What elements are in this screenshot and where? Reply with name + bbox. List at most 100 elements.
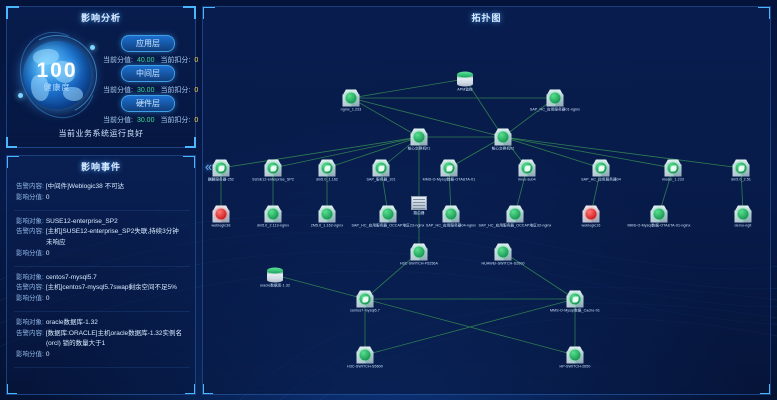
- topology-node-label: SAP_HC_应用服务器01-nginx: [529, 107, 581, 112]
- score-key: 当前分值:: [103, 117, 133, 124]
- layer-name-badge: 应用层: [121, 35, 175, 52]
- deduct-value: 0: [194, 87, 199, 94]
- topology-link: [364, 251, 420, 300]
- topology-node-model1233[interactable]: model_1.233: [662, 159, 684, 182]
- server-icon: [732, 159, 750, 177]
- health-gauge: 100 健康度: [6, 20, 109, 130]
- server-icon: [342, 89, 360, 107]
- server-icon: [442, 205, 460, 223]
- server-icon: [734, 205, 752, 223]
- event-object-label: 影响对象:: [16, 217, 44, 225]
- topology-node-label: APM监控: [457, 87, 473, 92]
- topology-node-sw-c1[interactable]: 核心交换机01: [408, 128, 430, 151]
- topology-node-demongx[interactable]: demo-ngit: [734, 205, 752, 228]
- topology-node-oracle132[interactable]: oracle数据库-1.32: [260, 267, 290, 288]
- topology-node-hp2650[interactable]: HP-SWITCH-2650: [560, 346, 590, 369]
- event-alarm-row: 告警内容: [主机]centos7-mysql5.7swap剩余空间不足5%: [16, 283, 188, 293]
- event-alarm-label: 告警内容:: [16, 329, 44, 337]
- server-icon: [264, 159, 282, 177]
- topology-link: [274, 274, 366, 300]
- event-item[interactable]: 告警内容: [中间件]Weblogic38 不可达 影响分值: 0: [14, 176, 190, 211]
- event-item[interactable]: 影响对象: SUSE12-enterprise_SP2 告警内容: [主机]SU…: [14, 211, 190, 267]
- topology-node-apm[interactable]: APM监控: [457, 71, 473, 92]
- event-score-value: 0: [45, 351, 50, 358]
- topology-node-weblogic16[interactable]: weblogic16: [582, 205, 600, 228]
- event-alarm-value: [数据库:ORACLE]主机oracle数据库-1.32实例名: [45, 329, 182, 337]
- event-item[interactable]: 影响对象: oracle数据库-1.32 告警内容: [数据库:ORACLE]主…: [14, 312, 190, 368]
- network-switch-icon: [410, 243, 428, 261]
- topology-link: [350, 97, 504, 138]
- event-item[interactable]: 影响对象: centos7-mysql5.7 告警内容: [主机]centos7…: [14, 267, 190, 312]
- topology-node-huaweis[interactable]: HUAWEI-SWITCH-S2600: [481, 243, 524, 266]
- topology-node-swstack[interactable]: 路由器: [411, 196, 427, 215]
- layer-name-badge: 中间层: [121, 65, 175, 82]
- collapse-sidebar-icon[interactable]: «: [205, 159, 213, 174]
- topology-canvas[interactable]: APM监控 nginx_1.233 SAP_HC_应用服务器01-nginx 核…: [203, 7, 770, 394]
- topology-node-sw-c2[interactable]: 核心交换机02: [492, 128, 514, 151]
- event-score-label: 影响分值:: [16, 249, 44, 257]
- event-object-value: centos7-mysql5.7: [45, 273, 97, 281]
- topology-node-sap101[interactable]: SAP_服务器_101: [366, 159, 395, 182]
- database-icon: [457, 71, 473, 87]
- score-value: 30.00: [136, 87, 155, 94]
- deduct-value: 0: [194, 117, 199, 124]
- server-icon: [318, 205, 336, 223]
- event-score-row: 影响分值: 0: [16, 350, 188, 360]
- event-alarm-label: 告警内容:: [16, 284, 44, 292]
- event-object-label: 影响对象:: [16, 273, 44, 281]
- deduct-key: 当前扣分:: [160, 57, 191, 64]
- topology-node-label: SAP_HC_应用服务器_OCCAP地区23-nginx: [351, 223, 425, 228]
- topology-node-label: linux-sub4: [518, 177, 536, 182]
- topology-node-linuxsub[interactable]: linux-sub4: [518, 159, 536, 182]
- topology-node-label: dm5.0_2.113-nginx: [256, 223, 290, 228]
- server-icon: [592, 159, 610, 177]
- event-alarm-cont-row: (orcl) 锁的数量大于1: [16, 339, 188, 349]
- topology-node-nginx1233[interactable]: nginx_1.233: [341, 89, 361, 112]
- topology-node-saphc04[interactable]: SAP_HC_应用服务器04: [581, 159, 621, 182]
- database-icon: [267, 267, 283, 283]
- topology-node-label: SUSE12-enterprise_SP2: [252, 177, 294, 182]
- layer-metrics: 当前分值: 30.00 当前扣分: 0: [103, 115, 198, 125]
- server-icon: [372, 159, 390, 177]
- topology-node-mmsotan[interactable]: MMS-O-Mysql数据-OTA&TA-01-nginx: [627, 205, 690, 228]
- topology-node-h3cs5600[interactable]: H3C-SWITCH-S5600: [347, 346, 383, 369]
- layer-application: 应用层 当前分值: 40.00 当前扣分: 0: [103, 35, 198, 65]
- impact-analysis-title: 影响分析: [80, 13, 121, 23]
- topology-node-dm1162n[interactable]: 2M5.0_1.162-nginx: [311, 205, 343, 228]
- event-alarm-row: 告警内容: [中间件]Weblogic38 不可达: [16, 182, 188, 192]
- topology-node-label: SAP_HC_应用服务器04: [581, 177, 621, 182]
- server-icon: [264, 205, 282, 223]
- topology-node-kylin252[interactable]: 麒麟服务器-252: [208, 159, 234, 182]
- topology-node-dm1162[interactable]: dm5.0_1.162: [316, 159, 338, 182]
- network-switch-icon: [566, 346, 584, 364]
- topology-node-dm2113[interactable]: dm5.0_2.113-nginx: [257, 205, 289, 228]
- topology-node-mmscache[interactable]: MMS-O-Mysql数据_Cache-01: [550, 290, 600, 313]
- event-object-value: oracle数据库-1.32: [45, 318, 98, 326]
- event-alarm-label: 告警内容:: [16, 228, 44, 236]
- event-alarm-label: 告警内容:: [16, 183, 44, 190]
- topology-node-sapocc2[interactable]: SAP_HC_应用服务器_OCCAP地区32-nginx: [479, 205, 551, 228]
- topology-node-centos7[interactable]: centos7-mysql5.7: [350, 290, 380, 313]
- server-icon: [518, 159, 536, 177]
- topology-node-h3cf5256[interactable]: H3C-SWITCH-F5256A: [400, 243, 438, 266]
- topology-node-saphc04n[interactable]: SAP_HC_应用服务器04-nginx: [426, 205, 476, 228]
- impact-events-list[interactable]: 告警内容: [中间件]Weblogic38 不可达 影响分值: 0 影响对象: …: [14, 176, 190, 390]
- impact-summary-text: 当前业务系统运行良好: [58, 129, 144, 138]
- event-score-row: 影响分值: 0: [16, 193, 188, 203]
- topology-node-suse[interactable]: SUSE12-enterprise_SP2: [252, 159, 294, 182]
- topology-node-dm251[interactable]: dm5.0_2.51: [731, 159, 751, 182]
- topology-node-label: HP-SWITCH-2650: [559, 364, 591, 369]
- topology-link: [448, 136, 504, 169]
- topology-node-mmsota[interactable]: MMS-O-Mysql数据-OTA&TA-01: [423, 159, 475, 182]
- event-score-row: 影响分值: 0: [16, 294, 188, 304]
- event-alarm-row: 告警内容: [主机]SUSE12-enterprise_SP2失联,持续3分钟: [16, 227, 188, 237]
- topology-node-sapnginx[interactable]: SAP_HC_应用服务器01-nginx: [530, 89, 580, 112]
- network-switch-icon: [494, 128, 512, 146]
- topology-node-sapocc[interactable]: SAP_HC_应用服务器_OCCAP地区23-nginx: [352, 205, 424, 228]
- topology-link: [272, 136, 420, 169]
- network-switch-icon: [494, 243, 512, 261]
- event-object-row: 影响对象: centos7-mysql5.7: [16, 273, 188, 283]
- topology-node-weblogic[interactable]: weblogic38: [212, 205, 230, 228]
- topology-link: [364, 298, 576, 356]
